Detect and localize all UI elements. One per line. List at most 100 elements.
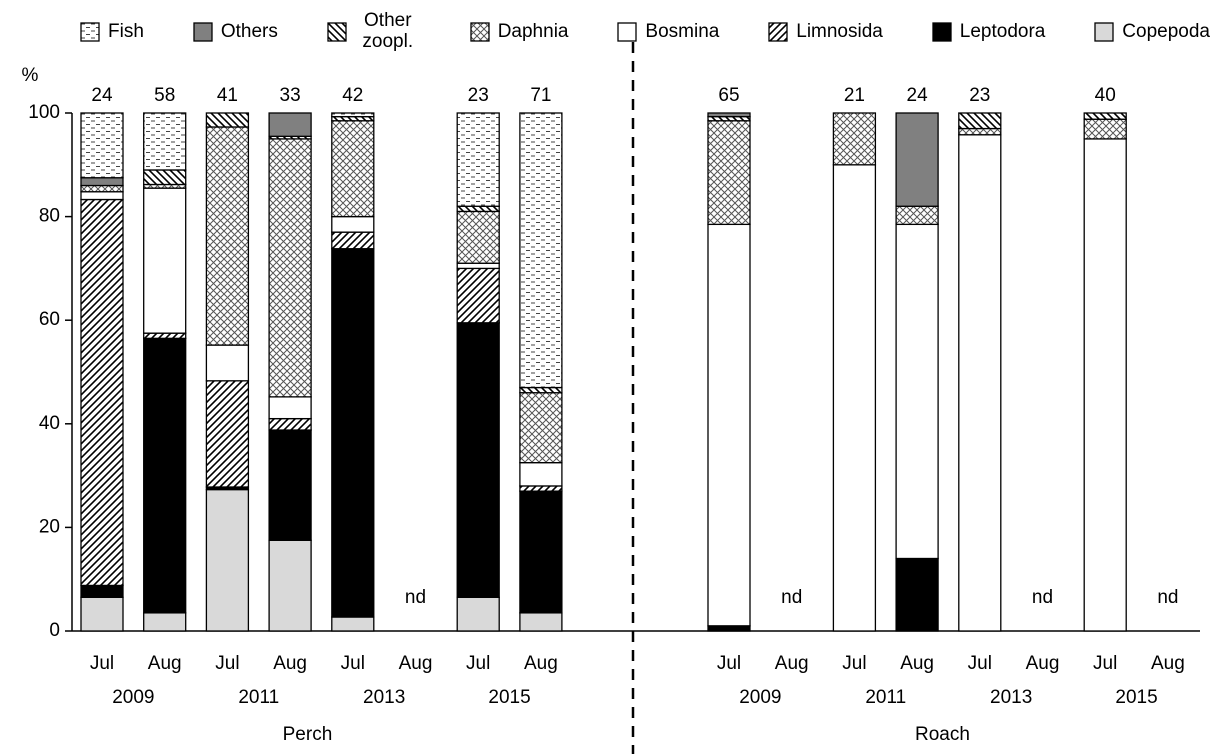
bar-segment — [895, 223, 939, 560]
bar-segment — [80, 191, 124, 201]
bar-segment — [80, 177, 124, 187]
x-tick-label: Jul — [215, 653, 239, 674]
sample-size-label: 58 — [154, 85, 175, 106]
legend-swatch-box — [1094, 22, 1114, 42]
no-data-label: nd — [1032, 587, 1053, 608]
bar-segment — [456, 205, 500, 213]
legend-item: Other zoopl. — [327, 10, 421, 53]
bar-segment — [331, 616, 375, 632]
sample-size-label: 40 — [1095, 85, 1116, 106]
bar-segment — [707, 223, 751, 627]
x-tick-label: Aug — [1151, 653, 1185, 674]
sample-size-label: 65 — [718, 85, 739, 106]
bar-segment — [268, 417, 312, 431]
x-tick-label: Jul — [717, 653, 741, 674]
x-tick-label: Jul — [90, 653, 114, 674]
x-tick-label: Jul — [466, 653, 490, 674]
bar-segment — [456, 210, 500, 264]
legend-swatch — [932, 22, 952, 42]
sample-size-label: 42 — [342, 85, 363, 106]
bar-segment — [268, 112, 312, 137]
bar-segment — [456, 267, 500, 324]
legend-swatch — [768, 22, 788, 42]
bar-segment — [707, 112, 751, 118]
year-label: 2015 — [488, 687, 530, 708]
legend-label: Others — [220, 20, 278, 42]
x-tick-label: Aug — [1026, 653, 1060, 674]
legend-label: Other zoopl. — [362, 10, 414, 52]
bar-segment — [143, 337, 187, 614]
legend-item: Limnosida — [768, 20, 883, 43]
no-data-label: nd — [781, 587, 802, 608]
bar-segment — [80, 584, 124, 598]
bar-segment — [832, 112, 877, 166]
bar-segment — [958, 112, 1002, 130]
legend-swatch-box — [768, 22, 788, 42]
legend-label: Limnosida — [796, 20, 883, 42]
bar-segment — [143, 112, 187, 171]
y-tick-label: 0 — [49, 620, 60, 641]
bar-segment — [143, 332, 187, 339]
legend-item: Fish — [80, 20, 144, 43]
legend-label: Copepoda — [1122, 20, 1210, 42]
no-data-label: nd — [405, 587, 426, 608]
x-tick-label: Jul — [968, 653, 992, 674]
legend-item: Others — [193, 20, 278, 43]
bar-segment — [80, 198, 124, 587]
bar-segment — [268, 429, 312, 541]
legend-swatch-box — [80, 22, 100, 42]
legend-item: Bosmina — [617, 21, 719, 43]
bar-segment — [331, 215, 375, 233]
legend-label: Daphnia — [497, 20, 569, 42]
legend-swatch-box — [932, 22, 952, 42]
x-tick-label: Aug — [273, 653, 307, 674]
no-data-label: nd — [1157, 587, 1178, 608]
bar-segment — [268, 396, 312, 420]
y-tick-label: 20 — [39, 516, 60, 537]
bar-segment — [205, 112, 250, 128]
year-label: 2013 — [990, 687, 1032, 708]
legend-swatch-box — [617, 22, 638, 42]
x-tick-label: Aug — [775, 653, 809, 674]
bar-segment — [519, 461, 563, 487]
x-tick-label: Aug — [399, 653, 433, 674]
legend-swatch-box — [470, 22, 490, 42]
x-tick-label: Aug — [900, 653, 934, 674]
bar-segment — [707, 625, 751, 632]
bar-segment — [895, 557, 939, 632]
bar-segment — [205, 488, 250, 632]
year-label: 2013 — [363, 687, 405, 708]
year-label: 2009 — [739, 687, 781, 708]
sample-size-label: 41 — [217, 85, 238, 106]
legend-item: Copepoda — [1094, 20, 1210, 43]
bar-segment — [143, 612, 187, 632]
bar-segment — [331, 231, 375, 250]
legend-swatch — [470, 22, 490, 42]
legend-label: Fish — [108, 20, 144, 42]
bar-segment — [958, 127, 1002, 136]
bar-segment — [143, 187, 187, 334]
bar-segment — [331, 248, 375, 618]
legend-swatch-box — [193, 22, 213, 42]
legend-label: Leptodora — [959, 20, 1046, 42]
x-tick-label: Aug — [524, 653, 558, 674]
legend-item: Daphnia — [470, 20, 569, 43]
bar-segment — [456, 322, 500, 598]
y-tick-label: 60 — [39, 309, 60, 330]
x-tick-label: Aug — [148, 653, 182, 674]
year-label: 2009 — [112, 687, 154, 708]
bar-segment — [519, 112, 563, 389]
panel-label: Roach — [915, 724, 970, 745]
bar-segment — [519, 392, 563, 464]
sample-size-label: 23 — [969, 85, 990, 106]
bar-segment — [519, 485, 563, 492]
bar-segment — [456, 596, 500, 632]
bar-segment — [519, 490, 563, 614]
bar-segment — [1083, 118, 1127, 140]
bar-segment — [895, 112, 939, 207]
bar-segment — [205, 380, 250, 488]
bar-segment — [456, 262, 500, 270]
y-tick-label: 80 — [39, 206, 60, 227]
sample-size-label: 33 — [280, 85, 301, 106]
